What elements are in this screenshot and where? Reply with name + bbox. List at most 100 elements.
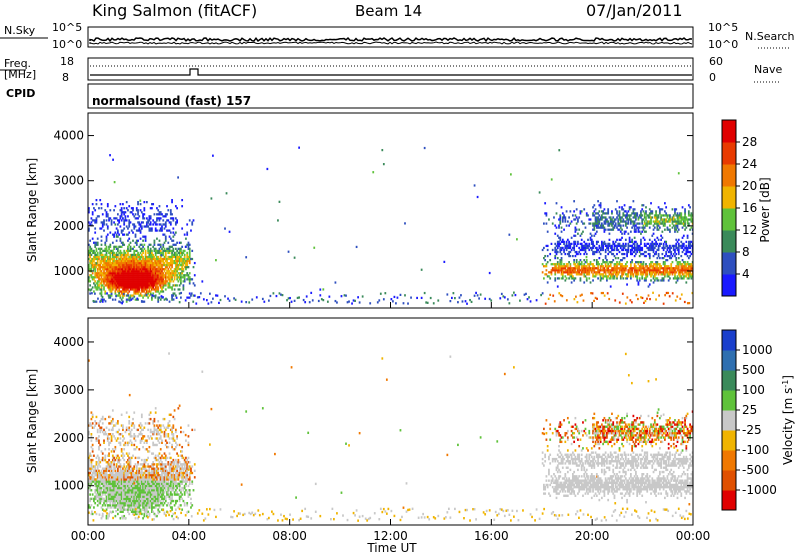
- range-cell: [90, 221, 93, 224]
- range-cell: [626, 248, 628, 252]
- range-cell: [631, 244, 634, 248]
- range-cell: [108, 296, 110, 299]
- range-cell: [133, 506, 136, 509]
- range-cell: [111, 499, 114, 503]
- range-cell: [637, 246, 640, 250]
- range-cell: [122, 471, 124, 475]
- range-cell: [604, 222, 607, 225]
- range-cell: [191, 257, 194, 261]
- range-cell: [113, 424, 115, 427]
- range-cell: [181, 251, 184, 255]
- range-cell: [617, 273, 620, 276]
- range-cell: [122, 278, 124, 281]
- range-cell: [109, 290, 112, 293]
- range-cell: [549, 271, 552, 274]
- range-cell: [476, 195, 479, 199]
- range-cell: [109, 274, 112, 277]
- range-cell: [105, 478, 108, 481]
- range-cell: [122, 293, 125, 296]
- range-cell: [127, 504, 129, 507]
- range-cell: [114, 253, 117, 257]
- range-cell: [664, 220, 666, 223]
- range-cell: [484, 297, 487, 300]
- range-cell: [129, 247, 132, 250]
- range-cell: [686, 248, 689, 252]
- range-cell: [130, 280, 133, 283]
- range-cell: [93, 506, 95, 509]
- range-cell: [125, 452, 128, 455]
- nsky-label: N.Sky: [4, 24, 36, 37]
- range-cell: [110, 268, 113, 271]
- range-cell: [560, 226, 563, 229]
- range-cell: [655, 216, 657, 219]
- range-cell: [157, 280, 160, 283]
- range-cell: [637, 228, 640, 231]
- range-cell: [687, 244, 690, 248]
- range-cell: [174, 263, 177, 267]
- range-cell: [641, 273, 644, 276]
- range-cell: [544, 259, 547, 262]
- range-cell: [563, 214, 565, 217]
- range-cell: [94, 280, 97, 283]
- range-cell: [98, 207, 100, 210]
- range-cell: [103, 458, 105, 462]
- range-cell: [90, 424, 93, 427]
- range-cell: [162, 249, 165, 253]
- range-cell: [666, 226, 669, 229]
- range-cell: [646, 275, 649, 278]
- range-cell: [93, 241, 95, 244]
- range-cell: [687, 246, 690, 250]
- range-cell: [676, 279, 679, 282]
- range-cell: [675, 246, 678, 250]
- range-cell: [188, 255, 191, 259]
- range-cell: [90, 249, 93, 253]
- range-cell: [100, 471, 103, 475]
- range-cell: [100, 280, 103, 283]
- range-cell: [109, 493, 112, 496]
- range-cell: [664, 246, 666, 250]
- range-cell: [138, 282, 141, 285]
- range-cell: [142, 280, 144, 283]
- range-cell: [646, 265, 649, 268]
- range-cell: [115, 217, 118, 220]
- range-cell: [681, 244, 684, 248]
- range-cell: [118, 292, 121, 295]
- range-cell: [152, 261, 155, 265]
- range-cell: [133, 502, 136, 505]
- y-tick-label: 3000: [53, 174, 84, 188]
- range-cell: [93, 282, 95, 285]
- range-cell: [90, 263, 93, 267]
- range-cell: [148, 282, 151, 285]
- range-cell: [132, 286, 134, 289]
- range-cell: [684, 269, 686, 272]
- range-cell: [623, 246, 626, 250]
- range-cell: [614, 208, 617, 211]
- range-cell: [127, 493, 129, 496]
- range-cell: [91, 272, 94, 275]
- range-cell: [657, 269, 660, 272]
- range-cell: [166, 257, 168, 261]
- range-cell: [618, 269, 621, 272]
- range-cell: [137, 268, 139, 271]
- range-cell: [131, 297, 134, 300]
- range-cell: [572, 254, 574, 258]
- range-cell: [144, 282, 147, 285]
- range-cell: [96, 437, 99, 440]
- range-cell: [133, 491, 136, 494]
- range-cell: [100, 298, 103, 301]
- range-cell: [583, 271, 586, 274]
- range-cell: [118, 471, 121, 475]
- range-cell: [144, 280, 147, 283]
- range-cell: [685, 281, 688, 284]
- range-cell: [113, 272, 115, 275]
- range-cell: [125, 219, 128, 222]
- range-cell: [590, 267, 593, 270]
- range-cell: [277, 219, 279, 222]
- range-cell: [122, 439, 124, 442]
- range-cell: [645, 254, 647, 258]
- range-cell: [296, 296, 299, 300]
- range-cell: [93, 207, 95, 210]
- range-cell: [183, 233, 186, 236]
- range-cell: [607, 244, 610, 248]
